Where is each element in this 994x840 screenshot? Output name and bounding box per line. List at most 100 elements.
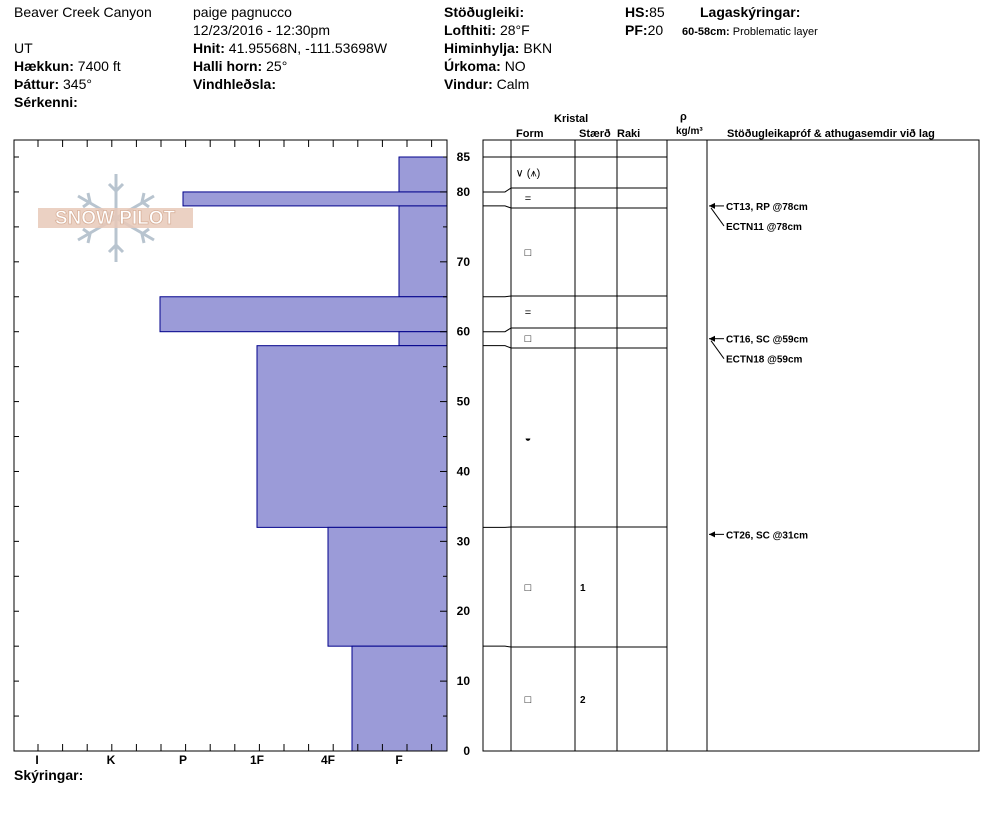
air-temp-label: Lofthiti: xyxy=(444,22,497,38)
hs-value: 85 xyxy=(649,4,665,20)
hardness-tick-label: 4F xyxy=(321,753,335,767)
hs-label: HS: xyxy=(625,4,650,20)
aspect-label: Þáttur: xyxy=(14,76,60,92)
crystal-form-symbol: = xyxy=(525,307,531,319)
elevation-value: 7400 ft xyxy=(77,58,121,74)
precip-row: Úrkoma: NO xyxy=(444,58,526,74)
depth-tick-label: 70 xyxy=(457,255,471,269)
hardness-bar xyxy=(256,345,448,528)
depth-tick-label: 85 xyxy=(457,150,471,164)
crystal-size-value: 1 xyxy=(580,583,586,594)
wind-label: Vindur: xyxy=(444,76,493,92)
depth-tick-label: 80 xyxy=(457,185,471,199)
depth-tick-label: 20 xyxy=(457,604,471,618)
layer-table-frame xyxy=(482,139,980,752)
precip-value: NO xyxy=(504,58,526,74)
depth-tick-label: 30 xyxy=(457,534,471,548)
hardness-bar xyxy=(398,331,448,347)
crystal-form-symbol: □ xyxy=(525,333,532,345)
air-temp-row: Lofthiti: 28°F xyxy=(444,22,530,38)
hardness-bar xyxy=(327,526,448,647)
observer-name: paige pagnucco xyxy=(193,4,292,20)
stability-test-label: CT13, RP @78cm xyxy=(726,202,808,213)
sky-value: BKN xyxy=(523,40,553,56)
pf-label: PF: xyxy=(625,22,648,38)
depth-tick-label: 0 xyxy=(463,744,470,758)
pf-value: 20 xyxy=(647,22,664,38)
arrow-head-icon xyxy=(709,202,715,209)
location-name: Beaver Creek Canyon xyxy=(14,4,152,20)
slope-value: 25° xyxy=(266,58,288,74)
aspect-value: 345° xyxy=(63,76,92,92)
crystal-form-symbol: □ xyxy=(525,694,532,706)
stability-label: Stöðugleiki: xyxy=(444,4,525,20)
hardness-tick-label: F xyxy=(395,753,402,767)
crystal-header: Kristal xyxy=(554,113,589,125)
tests-header: Stöðugleikapróf & athugasemdir við lag xyxy=(727,128,935,140)
precip-label: Úrkoma: xyxy=(444,58,501,74)
layer-note: 60-58cm: Problematic layer xyxy=(682,24,818,40)
hardness-tick-label: P xyxy=(179,753,187,767)
crystal-form-symbol: = xyxy=(525,193,531,205)
sky-row: Himinhylja: BKN xyxy=(444,40,552,56)
crystal-form-symbol: ◒ xyxy=(525,433,532,445)
legend-label: Lagaskýringar: xyxy=(700,4,801,20)
elevation-label: Hækkun: xyxy=(14,58,74,74)
layer-boundary xyxy=(483,295,667,298)
coords-label: Hnit: xyxy=(193,40,225,56)
density-symbol: ρ xyxy=(680,111,687,123)
aspect-row: Þáttur: 345° xyxy=(14,76,92,92)
form-header: Form xyxy=(516,128,544,140)
hardness-bar xyxy=(398,156,448,193)
layer-boundary xyxy=(483,187,667,193)
stability-test-label: ECTN11 @78cm xyxy=(726,222,802,233)
stability-test-label: CT26, SC @31cm xyxy=(726,530,808,541)
layer-boundary xyxy=(483,205,667,209)
moisture-header: Raki xyxy=(617,128,641,140)
stability-test-label: CT16, SC @59cm xyxy=(726,335,808,346)
depth-tick-label: 10 xyxy=(457,674,471,688)
arrow-head-icon xyxy=(709,531,715,538)
state-name: UT xyxy=(14,40,33,56)
hardness-tick-label: I xyxy=(35,753,38,767)
air-temp-value: 28°F xyxy=(499,22,530,38)
wind-row: Vindur: Calm xyxy=(444,76,529,92)
layer-boundary xyxy=(483,345,667,349)
hs-row: HS:85 xyxy=(625,4,665,20)
logo-text: SNOW PILOT xyxy=(55,208,176,229)
test-pointer xyxy=(710,207,725,227)
test-pointer xyxy=(710,340,725,359)
stability-test-label: ECTN18 @59cm xyxy=(726,355,803,366)
layer-note-text: Problematic layer xyxy=(732,26,818,38)
depth-tick-label: 50 xyxy=(457,395,471,409)
hardness-bar xyxy=(351,645,448,752)
snowpilot-logo: SNOW PILOT xyxy=(38,170,193,270)
footer-notes-label: Skýringar: xyxy=(14,767,84,783)
crystal-size-value: 2 xyxy=(580,695,586,706)
wind-value: Calm xyxy=(496,76,530,92)
size-header: Stærð xyxy=(579,128,611,140)
wind-loading-label: Vindhleðsla: xyxy=(193,76,276,92)
crystal-form-symbol: □ xyxy=(525,582,532,594)
crystal-form-symbol: ∨ (⩚) xyxy=(516,168,541,180)
density-unit: kg/m³ xyxy=(676,126,703,137)
slope-label: Halli horn: xyxy=(193,58,263,74)
features-label: Sérkenni: xyxy=(14,94,78,110)
crystal-form-symbol: □ xyxy=(525,247,532,259)
sky-label: Himinhylja: xyxy=(444,40,520,56)
hardness-tick-label: K xyxy=(107,753,116,767)
hardness-bar xyxy=(182,191,448,207)
arrow-head-icon xyxy=(709,335,715,342)
depth-tick-label: 60 xyxy=(457,325,471,339)
slope-row: Halli horn: 25° xyxy=(193,58,287,74)
depth-tick-label: 40 xyxy=(457,464,471,478)
hardness-bar xyxy=(159,296,448,333)
coords-row: Hnit: 41.95568N, -111.53698W xyxy=(193,40,387,56)
layer-note-range: 60-58cm: xyxy=(682,26,730,38)
layer-boundary xyxy=(483,327,667,333)
date-time: 12/23/2016 - 12:30pm xyxy=(193,22,330,38)
layer-boundary xyxy=(483,645,667,648)
pf-row: PF:20 xyxy=(625,22,663,38)
coords-value: 41.95568N, -111.53698W xyxy=(228,40,388,56)
elevation-row: Hækkun: 7400 ft xyxy=(14,58,121,74)
